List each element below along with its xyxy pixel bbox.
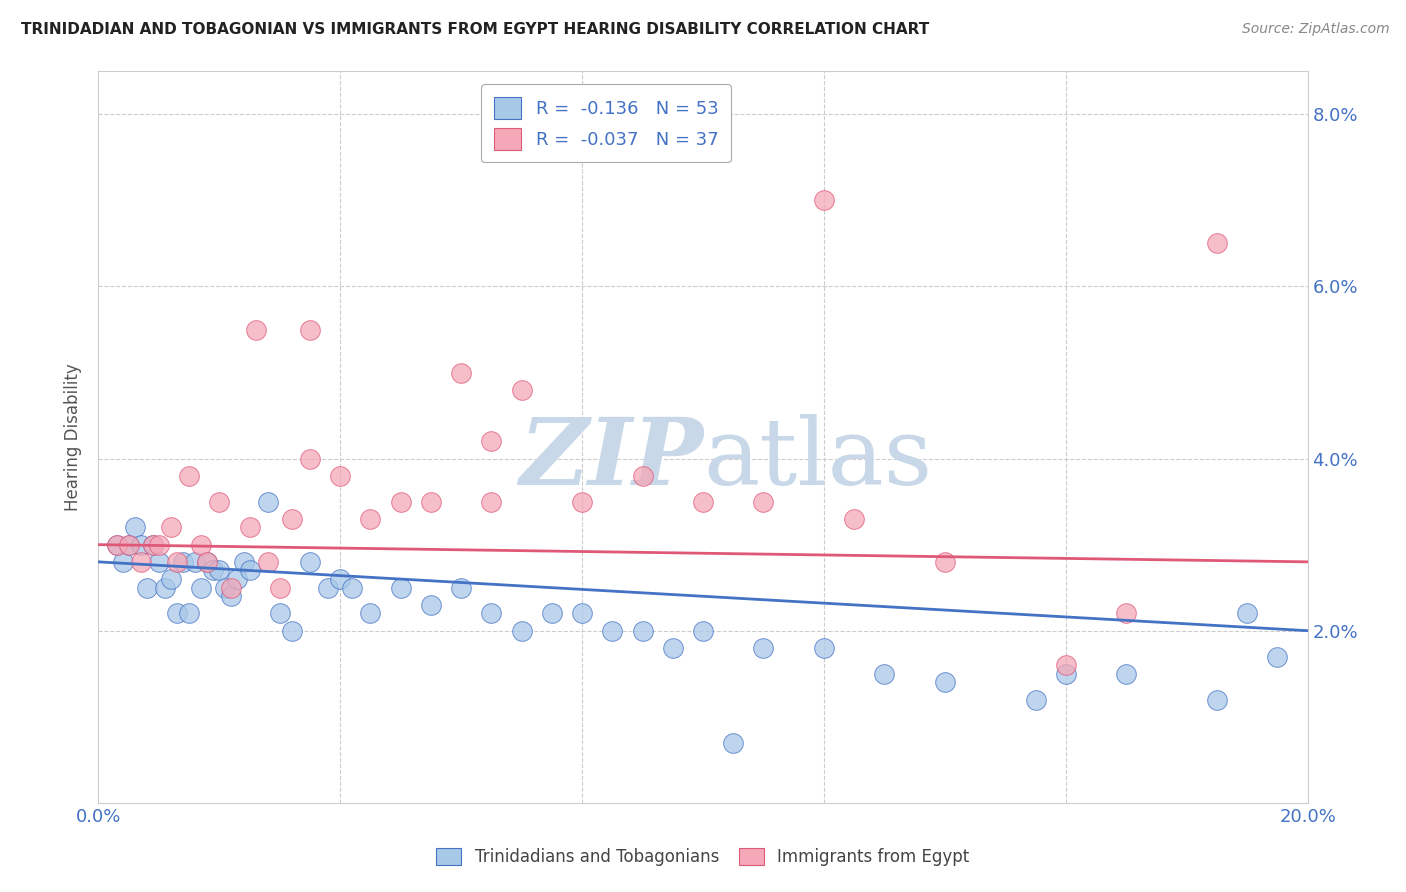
Point	[752, 640, 775, 655]
Point	[195, 555, 218, 569]
Point	[450, 366, 472, 380]
Point	[420, 598, 443, 612]
Point	[329, 468, 352, 483]
Point	[934, 675, 956, 690]
Point	[1024, 692, 1046, 706]
Point	[129, 538, 152, 552]
Point	[148, 538, 170, 552]
Point	[329, 572, 352, 586]
Point	[360, 607, 382, 621]
Point	[1236, 607, 1258, 621]
Point	[873, 666, 896, 681]
Point	[160, 520, 183, 534]
Point	[631, 624, 654, 638]
Point	[571, 607, 593, 621]
Point	[1206, 692, 1229, 706]
Point	[226, 572, 249, 586]
Point	[232, 555, 254, 569]
Point	[208, 494, 231, 508]
Text: ZIP: ZIP	[519, 414, 703, 504]
Point	[481, 434, 503, 449]
Point	[160, 572, 183, 586]
Point	[118, 538, 141, 552]
Point	[239, 564, 262, 578]
Point	[450, 581, 472, 595]
Point	[105, 538, 128, 552]
Point	[221, 581, 243, 595]
Point	[190, 538, 212, 552]
Point	[129, 555, 152, 569]
Point	[269, 607, 291, 621]
Point	[1115, 666, 1137, 681]
Point	[111, 555, 134, 569]
Point	[245, 322, 267, 336]
Point	[153, 581, 176, 595]
Point	[813, 194, 835, 208]
Point	[360, 512, 382, 526]
Point	[239, 520, 262, 534]
Point	[510, 383, 533, 397]
Point	[124, 520, 146, 534]
Point	[420, 494, 443, 508]
Point	[105, 538, 128, 552]
Point	[135, 581, 157, 595]
Text: TRINIDADIAN AND TOBAGONIAN VS IMMIGRANTS FROM EGYPT HEARING DISABILITY CORRELATI: TRINIDADIAN AND TOBAGONIAN VS IMMIGRANTS…	[21, 22, 929, 37]
Point	[1115, 607, 1137, 621]
Point	[631, 468, 654, 483]
Point	[692, 624, 714, 638]
Text: atlas: atlas	[703, 414, 932, 504]
Point	[269, 581, 291, 595]
Point	[661, 640, 683, 655]
Point	[813, 640, 835, 655]
Point	[844, 512, 866, 526]
Point	[118, 538, 141, 552]
Point	[389, 581, 412, 595]
Point	[179, 468, 201, 483]
Point	[602, 624, 624, 638]
Point	[256, 494, 278, 508]
Point	[221, 589, 243, 603]
Point	[481, 607, 503, 621]
Point	[184, 555, 207, 569]
Point	[190, 581, 212, 595]
Legend: Trinidadians and Tobagonians, Immigrants from Egypt: Trinidadians and Tobagonians, Immigrants…	[430, 841, 976, 873]
Point	[256, 555, 278, 569]
Point	[934, 555, 956, 569]
Point	[1206, 236, 1229, 251]
Point	[179, 607, 201, 621]
Point	[389, 494, 412, 508]
Point	[299, 322, 322, 336]
Point	[142, 538, 165, 552]
Point	[195, 555, 218, 569]
Y-axis label: Hearing Disability: Hearing Disability	[65, 363, 83, 511]
Point	[571, 494, 593, 508]
Point	[281, 624, 304, 638]
Point	[142, 538, 165, 552]
Point	[172, 555, 194, 569]
Point	[299, 555, 322, 569]
Point	[1054, 658, 1077, 673]
Point	[510, 624, 533, 638]
Point	[1054, 666, 1077, 681]
Point	[166, 607, 188, 621]
Point	[299, 451, 322, 466]
Point	[214, 581, 236, 595]
Point	[148, 555, 170, 569]
Point	[208, 564, 231, 578]
Point	[752, 494, 775, 508]
Legend: R =  -0.136   N = 53, R =  -0.037   N = 37: R = -0.136 N = 53, R = -0.037 N = 37	[481, 84, 731, 162]
Point	[723, 735, 745, 749]
Point	[342, 581, 364, 595]
Point	[281, 512, 304, 526]
Point	[481, 494, 503, 508]
Point	[316, 581, 339, 595]
Point	[166, 555, 188, 569]
Point	[692, 494, 714, 508]
Point	[202, 564, 225, 578]
Point	[540, 607, 562, 621]
Point	[1267, 649, 1289, 664]
Text: Source: ZipAtlas.com: Source: ZipAtlas.com	[1241, 22, 1389, 37]
